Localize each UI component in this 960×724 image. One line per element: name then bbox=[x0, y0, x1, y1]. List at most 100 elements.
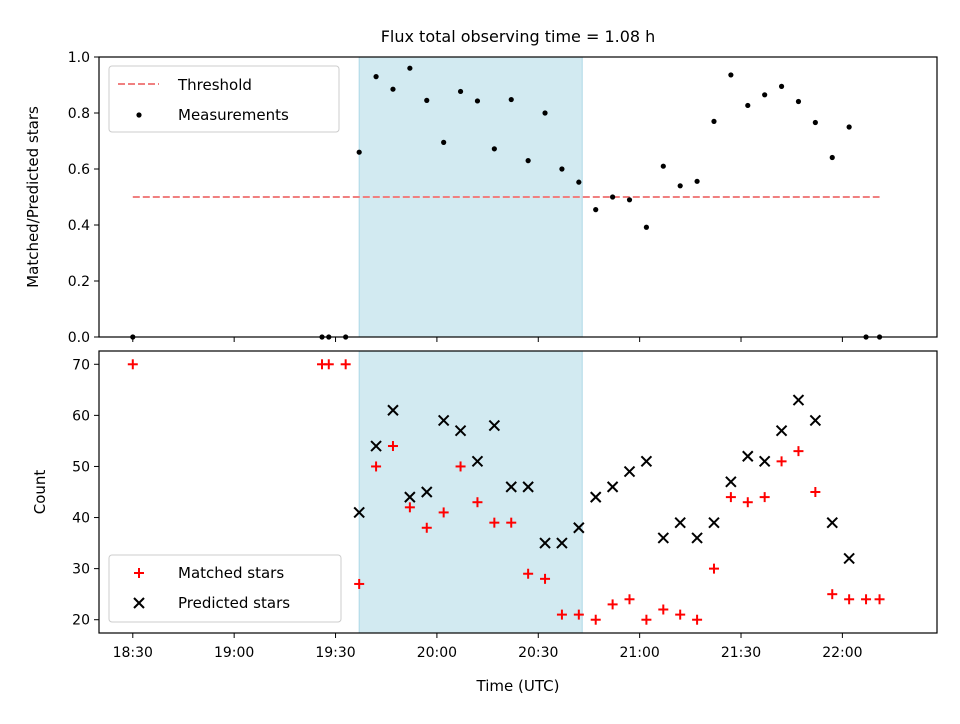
top-point-dot bbox=[795, 98, 802, 105]
bottom-point-plus bbox=[387, 441, 398, 452]
bottom-point-cross-b bbox=[742, 450, 754, 462]
top-point-dot-shape bbox=[356, 149, 362, 155]
bottom-point-cross bbox=[640, 455, 653, 468]
top-point-dot-shape bbox=[390, 86, 396, 92]
bottom-point-cross-b bbox=[809, 414, 822, 427]
top-point-dot bbox=[778, 83, 785, 89]
top-point-dot-shape bbox=[525, 158, 531, 164]
bottom-point-plus bbox=[540, 573, 551, 584]
bottom-point-cross-b bbox=[843, 552, 855, 565]
bottom-point-plus bbox=[455, 461, 466, 472]
bottom-point-plus bbox=[692, 614, 703, 625]
bottom-point-cross bbox=[590, 491, 602, 503]
legend-box bbox=[108, 554, 342, 623]
bottom-point-plus bbox=[776, 456, 787, 467]
top-point-dot bbox=[491, 146, 497, 152]
xtick-label: 20:30 bbox=[518, 645, 558, 661]
bottom-observing-window bbox=[358, 350, 583, 634]
top-point-dot bbox=[846, 124, 852, 130]
top-point-dot-shape bbox=[829, 154, 835, 161]
top-point-dot-shape bbox=[373, 74, 379, 80]
top-point-dot bbox=[576, 179, 582, 185]
bottom-point-plus bbox=[658, 604, 669, 615]
bottom-point-plus bbox=[742, 497, 753, 508]
top-point-dot-shape bbox=[762, 92, 768, 98]
bottom-point-plus bbox=[793, 446, 804, 457]
bottom-point-cross-b bbox=[623, 465, 636, 478]
bottom-point-cross bbox=[353, 506, 365, 519]
bottom-point-cross-b bbox=[792, 394, 805, 406]
top-point-dot-shape bbox=[677, 183, 683, 189]
legend-box bbox=[108, 65, 340, 133]
bottom-point-cross bbox=[573, 522, 585, 534]
top-point-dot-shape bbox=[424, 97, 430, 103]
bottom-point-cross-b bbox=[454, 424, 467, 437]
top-ytick-label: 0.6 bbox=[68, 162, 90, 178]
top-point-dot-shape bbox=[626, 197, 633, 203]
bottom-point-cross bbox=[488, 419, 501, 432]
bottom-point-plus bbox=[624, 594, 635, 605]
legend-threshold-label: Threshold bbox=[177, 76, 252, 94]
top-point-dot-shape bbox=[508, 96, 514, 103]
bottom-point-plus bbox=[641, 614, 652, 625]
top-point-dot bbox=[356, 149, 362, 155]
bottom-ytick-label: 50 bbox=[72, 459, 90, 475]
top-point-dot-shape bbox=[745, 102, 751, 109]
xtick-label: 19:00 bbox=[214, 645, 254, 661]
bottom-point-cross bbox=[742, 450, 754, 462]
bottom-ytick-label: 30 bbox=[72, 562, 90, 578]
legend-measurements-swatch-shape bbox=[136, 112, 142, 118]
top-point-dot-shape bbox=[778, 83, 785, 89]
top-point-dot-shape bbox=[441, 139, 447, 145]
top-point-dot bbox=[542, 110, 548, 116]
top-point-dot bbox=[745, 102, 751, 109]
bottom-point-cross bbox=[725, 476, 737, 488]
legend-predicted-swatch-b bbox=[133, 597, 145, 609]
bottom-point-cross bbox=[437, 414, 450, 427]
top-point-dot-shape bbox=[795, 98, 802, 105]
bottom-point-cross-b bbox=[708, 516, 720, 529]
top-point-dot bbox=[424, 97, 430, 103]
bottom-point-plus bbox=[874, 594, 885, 605]
top-point-dot bbox=[525, 158, 531, 164]
top-point-dot bbox=[508, 96, 514, 103]
top-point-dot-shape bbox=[610, 194, 616, 200]
bottom-point-plus bbox=[607, 599, 618, 610]
bottom-point-cross-b bbox=[471, 455, 484, 468]
bottom-point-cross bbox=[522, 481, 534, 493]
bottom-point-cross-b bbox=[826, 516, 838, 529]
top-point-dot bbox=[829, 154, 835, 161]
bottom-point-plus bbox=[590, 614, 601, 625]
bottom-series-1 bbox=[353, 394, 855, 565]
top-point-dot bbox=[660, 163, 666, 169]
bottom-point-plus bbox=[708, 563, 719, 574]
bottom-point-cross bbox=[758, 455, 771, 468]
top-ytick-label: 1.0 bbox=[68, 50, 90, 66]
bottom-point-plus bbox=[323, 359, 334, 370]
bottom-point-cross bbox=[691, 532, 703, 544]
top-point-dot-shape bbox=[491, 146, 497, 152]
bottom-point-plus bbox=[675, 609, 686, 620]
bottom-panel: 20 30 40 50 60 70 18:30 19:00 19:30 20:00 20:30 21:… bbox=[31, 350, 938, 695]
bottom-point-plus bbox=[759, 492, 770, 503]
bottom-point-cross bbox=[556, 537, 568, 549]
top-y-axis-label: Matched/Predicted stars bbox=[24, 106, 42, 288]
top-point-dot-shape bbox=[711, 118, 717, 124]
x-axis-label: Time (UTC) bbox=[476, 677, 560, 695]
xtick-label: 22:00 bbox=[822, 645, 862, 661]
legend-measurements-swatch bbox=[136, 112, 142, 118]
bottom-ytick-label: 70 bbox=[72, 357, 90, 373]
bottom-point-plus bbox=[371, 461, 382, 472]
bottom-y-axis-label: Count bbox=[31, 470, 49, 515]
bottom-point-cross-b bbox=[691, 532, 703, 544]
bottom-point-cross-b bbox=[590, 491, 602, 503]
bottom-point-plus bbox=[556, 609, 567, 620]
xtick-label: 19:30 bbox=[315, 645, 355, 661]
top-panel: 0.0 0.2 0.4 0.6 0.8 1.0 Matched/Predicted star… bbox=[24, 50, 938, 346]
legend-matched-swatch bbox=[134, 568, 144, 578]
chart-title: Flux total observing time = 1.08 h bbox=[381, 27, 656, 46]
top-point-dot bbox=[728, 72, 734, 78]
bottom-point-cross bbox=[505, 481, 517, 493]
top-point-dot-shape bbox=[457, 88, 464, 95]
